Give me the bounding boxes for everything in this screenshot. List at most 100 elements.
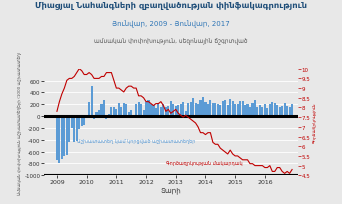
- Bar: [95, 112, 97, 116]
- Bar: [130, 111, 132, 116]
- Bar: [259, 105, 261, 116]
- Bar: [147, 101, 149, 116]
- Bar: [185, 112, 187, 116]
- Bar: [68, 116, 70, 142]
- Bar: [256, 108, 259, 116]
- Bar: [108, 114, 110, 116]
- Bar: [157, 103, 159, 116]
- Bar: [81, 116, 83, 126]
- Bar: [209, 100, 211, 116]
- Bar: [88, 102, 90, 116]
- Bar: [93, 116, 95, 119]
- Bar: [175, 107, 177, 116]
- Bar: [165, 108, 167, 116]
- Bar: [110, 108, 113, 116]
- Bar: [254, 101, 256, 116]
- Bar: [266, 108, 268, 116]
- Bar: [244, 105, 246, 116]
- Bar: [224, 101, 226, 116]
- Bar: [249, 108, 251, 116]
- Bar: [91, 86, 93, 116]
- Bar: [202, 98, 204, 116]
- Bar: [98, 111, 100, 116]
- Bar: [199, 100, 201, 116]
- Bar: [167, 107, 169, 116]
- Bar: [125, 104, 127, 116]
- Bar: [66, 116, 68, 155]
- Text: ամսական փոփոխություն, սեզոնային ճշգրտված: ամսական փոփոխություն, սեզոնային ճշգրտված: [94, 37, 248, 43]
- Bar: [291, 104, 293, 116]
- Y-axis label: Ամսական փոփոխություն աշխատատեղերի (1000 աշխատատեղ): Ամսական փոփոխություն աշխատատեղերի (1000 …: [17, 51, 22, 194]
- Bar: [195, 103, 197, 116]
- Bar: [217, 105, 219, 116]
- Bar: [214, 103, 216, 116]
- Bar: [172, 105, 174, 116]
- Bar: [120, 107, 122, 116]
- Bar: [261, 107, 263, 116]
- Bar: [269, 104, 271, 116]
- Bar: [105, 116, 107, 120]
- Bar: [289, 107, 291, 116]
- Bar: [155, 108, 157, 116]
- Bar: [271, 102, 273, 116]
- Bar: [123, 104, 125, 116]
- Bar: [73, 116, 75, 142]
- Text: Աշխատատեղ կամ կորցված աշխատատեղեր: Աշխատատեղ կամ կորցված աշխատատեղեր: [77, 138, 196, 143]
- Bar: [61, 116, 63, 159]
- Bar: [113, 108, 115, 116]
- Bar: [86, 116, 88, 118]
- Bar: [189, 102, 192, 116]
- Bar: [140, 105, 142, 116]
- Bar: [222, 101, 224, 116]
- Bar: [177, 105, 179, 116]
- Bar: [143, 111, 145, 116]
- Bar: [180, 104, 182, 116]
- Bar: [128, 112, 130, 116]
- Bar: [284, 103, 286, 116]
- Bar: [76, 116, 78, 142]
- Bar: [103, 101, 105, 116]
- Bar: [160, 107, 162, 116]
- Bar: [239, 102, 241, 116]
- Bar: [71, 116, 73, 129]
- Bar: [251, 104, 253, 116]
- Bar: [207, 104, 209, 116]
- Bar: [197, 104, 199, 116]
- Bar: [78, 116, 80, 129]
- Bar: [229, 100, 231, 116]
- Bar: [234, 105, 236, 116]
- Bar: [274, 103, 276, 116]
- Bar: [192, 98, 194, 116]
- Bar: [276, 105, 278, 116]
- Bar: [118, 103, 120, 116]
- Bar: [83, 116, 85, 125]
- Bar: [281, 106, 283, 116]
- Bar: [137, 102, 140, 116]
- Bar: [133, 116, 135, 117]
- Text: Յունվար, 2009 - Յունվար, 2017: Յունվար, 2009 - Յունվար, 2017: [112, 20, 230, 28]
- Bar: [115, 110, 117, 116]
- Bar: [237, 104, 239, 116]
- Bar: [135, 104, 137, 116]
- Bar: [232, 101, 234, 116]
- Bar: [162, 104, 165, 116]
- X-axis label: Տարի: Տարի: [161, 186, 181, 193]
- Bar: [150, 104, 152, 116]
- Bar: [205, 102, 207, 116]
- Bar: [264, 105, 266, 116]
- Bar: [63, 116, 65, 157]
- Bar: [170, 101, 172, 116]
- Bar: [227, 105, 229, 116]
- Text: Միացյալ Նահանգների զբաղվածության փինֆակագրություն: Միացյալ Նահանգների զբաղվածության փինֆակա…: [35, 1, 307, 10]
- Bar: [145, 103, 147, 116]
- Bar: [219, 105, 221, 116]
- Bar: [279, 107, 281, 116]
- Text: Գործազրկության մակարդակ: Գործազրկության մակարդակ: [166, 160, 242, 165]
- Bar: [187, 104, 189, 116]
- Bar: [56, 116, 58, 160]
- Bar: [241, 101, 244, 116]
- Bar: [182, 103, 184, 116]
- Bar: [101, 104, 103, 116]
- Bar: [247, 104, 249, 116]
- Bar: [58, 116, 61, 163]
